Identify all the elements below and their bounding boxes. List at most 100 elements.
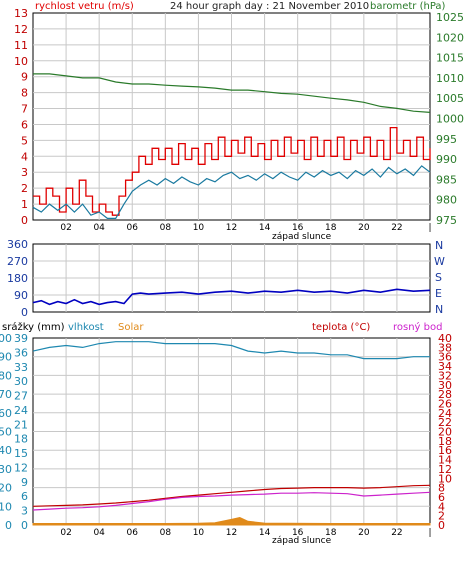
y-tick-label: 10: [14, 55, 28, 68]
y-tick-label: 14: [438, 454, 452, 467]
hour-tick-label: 22: [391, 223, 402, 233]
y-tick-label: 5: [21, 134, 28, 147]
y-tick-label: 0: [21, 306, 28, 319]
hour-tick-label: 08: [160, 223, 172, 233]
humidity-panel-grid: [33, 338, 430, 525]
y-tick-label: 30: [438, 379, 452, 392]
y-tick-label: 0: [438, 519, 445, 532]
y-tick-label: 1000: [436, 113, 464, 126]
y-tick-label: 27: [14, 390, 28, 403]
y-tick-label: 33: [14, 361, 28, 374]
y-tick-label: 1: [21, 198, 28, 211]
y-tick-label: 26: [438, 397, 452, 410]
y-tick-label: 30: [0, 463, 12, 476]
hour-tick-label: 06: [127, 223, 139, 233]
solar-label: Solar: [118, 322, 144, 333]
hour-tick-label: 08: [160, 528, 172, 538]
wind-average-line: [32, 165, 431, 219]
y-tick-label: 38: [438, 341, 452, 354]
humidity-panel-series: [32, 341, 431, 526]
wind-gust-line: [33, 126, 431, 216]
y-tick-label: 12: [14, 23, 28, 36]
hour-tick-label: 22: [391, 528, 402, 538]
y-tick-label: 270: [7, 255, 28, 268]
y-tick-label: 980: [436, 194, 457, 207]
y-tick-label: 7: [21, 103, 28, 116]
hour-tick-label: 18: [325, 223, 337, 233]
humidity-ticks: 0 10 20 30 40 50 60 70 80 90 100: [0, 332, 12, 532]
y-tick-label: 11: [14, 39, 28, 52]
y-tick-label: 16: [438, 444, 452, 457]
y-tick-label: 995: [436, 133, 457, 146]
y-tick-label: 24: [438, 407, 452, 420]
y-tick-label: 20: [438, 426, 452, 439]
hour-tick-label: 04: [93, 528, 105, 538]
hour-tick-label: 10: [193, 223, 205, 233]
graph-title: 24 hour graph day : 21 November 2010: [170, 1, 369, 12]
hour-tick-label: 04: [93, 223, 105, 233]
y-tick-label: 40: [0, 444, 12, 457]
y-tick-label: 1020: [436, 31, 464, 44]
hour-tick-label: 20: [358, 528, 370, 538]
y-tick-label: 30: [14, 375, 28, 388]
y-tick-label: 3: [21, 166, 28, 179]
y-tick-label: 50: [0, 426, 12, 439]
y-tick-label: 40: [438, 332, 452, 345]
y-tick-label: 3: [21, 505, 28, 518]
sunset-label-top: západ slunce: [272, 232, 332, 242]
y-tick-label: 90: [0, 351, 12, 364]
compass-n-bottom: N: [435, 303, 443, 316]
y-tick-label: 990: [436, 153, 457, 166]
hour-tick-label: 16: [292, 528, 304, 538]
hour-tick-label: 06: [127, 528, 139, 538]
y-tick-label: 360: [7, 238, 28, 251]
y-tick-label: 24: [14, 404, 28, 417]
y-tick-label: 1025: [436, 11, 464, 24]
y-tick-label: 20: [0, 482, 12, 495]
y-tick-label: 36: [438, 351, 452, 364]
y-tick-label: 34: [438, 360, 452, 373]
y-tick-label: 39: [14, 332, 28, 345]
wind-panel-series: [32, 73, 431, 219]
y-tick-label: 8: [21, 87, 28, 100]
y-tick-label: 22: [438, 416, 452, 429]
dewpoint-label: rosný bod: [393, 321, 442, 333]
y-tick-label: 2: [438, 510, 445, 523]
wind-speed-axis-label: rychlost vetru (m/s): [35, 1, 134, 12]
y-tick-label: 0: [5, 519, 12, 532]
y-tick-label: 180: [7, 272, 28, 285]
y-tick-label: 12: [438, 463, 452, 476]
compass-labels: N W S E N: [434, 239, 445, 316]
y-tick-label: 975: [436, 214, 457, 227]
barometer-line: [33, 73, 431, 113]
hour-tick-label: 10: [193, 528, 205, 538]
hour-tick-label: 02: [60, 528, 71, 538]
y-tick-label: 1015: [436, 52, 464, 65]
y-tick-label: 4: [438, 500, 445, 513]
y-tick-label: 1010: [436, 72, 464, 85]
hour-tick-label: 02: [60, 223, 71, 233]
y-tick-label: 1005: [436, 92, 464, 105]
y-tick-label: 10: [438, 472, 452, 485]
humidity-panel-hour-ticks: 02 04 06 08 10 12 14 16 18 20 22 |: [60, 528, 431, 538]
y-tick-label: 6: [21, 118, 28, 131]
wind-panel-hour-ticks: 02 04 06 08 10 12 14 16 18 20 22 |: [60, 223, 431, 233]
y-tick-label: 18: [438, 435, 452, 448]
hour-tick-end: |: [428, 223, 431, 233]
y-tick-label: 70: [0, 388, 12, 401]
y-tick-label: 12: [14, 461, 28, 474]
y-tick-label: 985: [436, 173, 457, 186]
hour-tick-label: 20: [358, 223, 370, 233]
y-tick-label: 100: [0, 332, 12, 345]
y-tick-label: 0: [21, 519, 28, 532]
direction-panel-grid: [33, 244, 430, 312]
rain-axis-label: srážky (mm): [2, 321, 65, 333]
dewpoint-line: [32, 491, 431, 511]
y-tick-label: 18: [14, 433, 28, 446]
hour-tick-end: |: [428, 528, 431, 538]
